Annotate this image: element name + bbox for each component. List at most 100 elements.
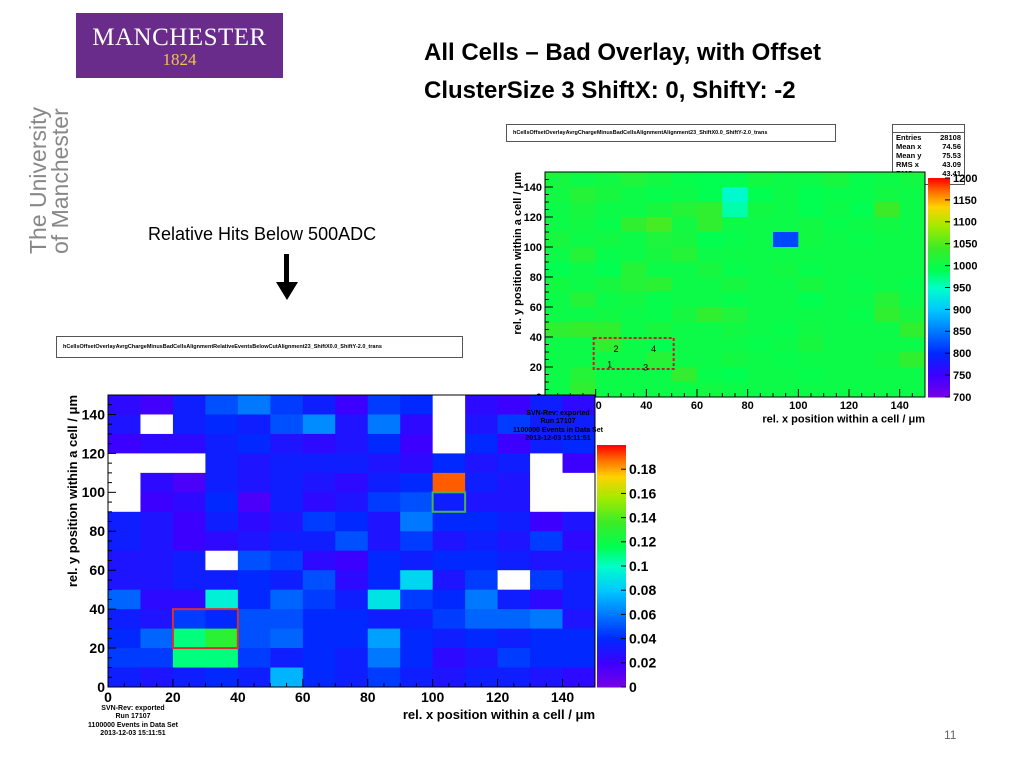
heatmap-cell (874, 307, 901, 323)
heatmap-cell (302, 589, 336, 610)
heatmap-cell (697, 337, 723, 353)
y-tick-label: 60 (89, 562, 105, 578)
heatmap-cell (497, 433, 531, 454)
colorbar-tick-label: 750 (953, 370, 971, 382)
heatmap-cell (874, 337, 901, 353)
heatmap-cell (432, 550, 466, 571)
colorbar-segment (597, 505, 626, 509)
heatmap-cell (722, 187, 749, 203)
heatmap-cell (722, 247, 749, 263)
x-tick-label: 40 (640, 400, 652, 412)
colorbar-segment (928, 292, 950, 296)
heatmap-cell (302, 472, 336, 493)
heatmap-cell (367, 589, 401, 610)
heatmap-cell (530, 414, 564, 435)
heatmap-cell (432, 472, 466, 493)
heatmap-cell (335, 628, 369, 649)
heatmap-cell (367, 453, 401, 474)
colorbar-segment (597, 539, 626, 543)
colorbar-segment (597, 541, 626, 545)
heatmap-cell (899, 307, 926, 323)
heatmap-cell (595, 352, 622, 368)
heatmap-cell (465, 395, 499, 415)
colorbar-segment (597, 674, 626, 678)
heatmap-cell (545, 232, 571, 248)
cluster-label: 2 (614, 344, 619, 354)
heatmap-cell (595, 292, 622, 308)
heatmap-cell (545, 337, 571, 353)
heatmap-cell (108, 531, 141, 552)
heatmap-cell (595, 202, 622, 218)
heatmap-cell (646, 352, 673, 368)
heatmap-cell (646, 382, 673, 398)
heatmap-cell (172, 648, 206, 669)
heatmap-cell (545, 307, 571, 323)
svn-info-top: SVN-Rev: exported Run 17107 1100000 Even… (503, 410, 613, 444)
heatmap-cell (400, 531, 434, 552)
heatmap-cell (140, 492, 174, 513)
colorbar-segment (597, 618, 626, 621)
heatmap-cell (237, 628, 271, 649)
colorbar-segment (928, 369, 950, 372)
colorbar-segment (928, 181, 950, 184)
heatmap-cell (172, 628, 206, 649)
heatmap-cell (646, 232, 673, 248)
heatmap-cell (697, 322, 723, 338)
colorbar-segment (928, 243, 950, 247)
colorbar-segment (597, 612, 626, 615)
heatmap-cell (302, 648, 336, 669)
heatmap-cell (545, 217, 571, 233)
colorbar-segment (928, 214, 950, 217)
heatmap-cell (562, 609, 596, 630)
heatmap-cell (335, 492, 369, 513)
heatmap-cell (367, 648, 401, 669)
colorbar-segment (928, 393, 950, 396)
x-tick-label: 60 (691, 400, 703, 412)
colorbar-segment (597, 461, 626, 464)
x-axis-label: rel. x position within a cell / μm (762, 413, 925, 425)
heatmap-cell (747, 337, 774, 353)
heatmap-cell (798, 277, 825, 293)
heatmap-cell (205, 511, 239, 532)
heatmap-cell (367, 609, 401, 630)
heatmap-cell (747, 217, 774, 233)
heatmap-cell (595, 337, 622, 353)
y-tick-label: 100 (524, 242, 542, 254)
colorbar-segment (928, 291, 950, 294)
colorbar-segment (928, 194, 950, 197)
colorbar-segment (597, 604, 626, 607)
heatmap-cell (621, 187, 647, 203)
heatmap-cell (697, 217, 723, 233)
heatmap-cell (270, 395, 304, 415)
colorbar-segment (928, 375, 950, 378)
heatmap-cell (367, 667, 401, 688)
heatmap-cell (530, 453, 564, 474)
heatmap-cell (823, 262, 850, 278)
heatmap-cell (140, 550, 174, 571)
heatmap-cell (465, 628, 499, 649)
heatmap-cell (465, 570, 499, 591)
heatmap-cell (671, 172, 698, 188)
colorbar-segment (597, 469, 626, 472)
colorbar-segment (597, 568, 626, 571)
heatmap-cell (747, 172, 774, 188)
colorbar-tick-label: 0 (629, 679, 637, 695)
heatmap-cell (747, 202, 774, 218)
colorbar-segment (928, 265, 950, 268)
heatmap-cell (432, 492, 466, 513)
colorbar-segment (928, 347, 950, 351)
heatmap-cell (335, 550, 369, 571)
heatmap-cell (646, 322, 673, 338)
heatmap-cell (595, 367, 622, 383)
colorbar-segment (597, 549, 626, 553)
heatmap-cell (400, 550, 434, 571)
heatmap-cell (798, 232, 825, 248)
colorbar-segment (928, 285, 950, 288)
heatmap-cell (367, 433, 401, 454)
heatmap-cell (874, 277, 901, 293)
colorbar-segment (928, 296, 950, 299)
colorbar-segment (928, 307, 950, 310)
colorbar-segment (597, 511, 626, 515)
heatmap-cell (237, 609, 271, 630)
heatmap-cell (621, 352, 647, 368)
